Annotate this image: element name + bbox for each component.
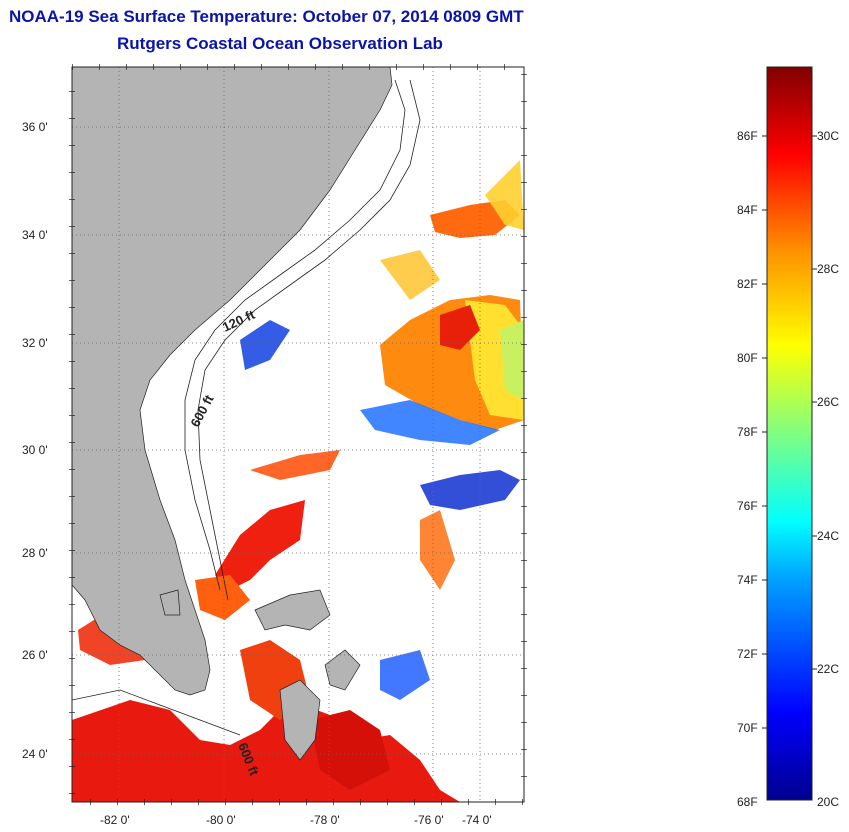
colorbar-label-f: 86F [737, 129, 758, 143]
colorbar-label-f: 72F [737, 647, 758, 661]
colorbar-label-c: 22C [817, 662, 839, 676]
colorbar-label-c: 26C [817, 395, 839, 409]
lat-label: 28 0' [22, 546, 48, 560]
lat-label: 26 0' [22, 648, 48, 662]
lat-label: 34 0' [22, 228, 48, 242]
map-subtitle: Rutgers Coastal Ocean Observation Lab [117, 34, 443, 53]
colorbar-label-f: 80F [737, 351, 758, 365]
lon-label: -78 0' [310, 813, 340, 827]
lat-label: 36 0' [22, 120, 48, 134]
map-title: NOAA-19 Sea Surface Temperature: October… [9, 7, 524, 26]
sst-data-layer [72, 160, 524, 802]
colorbar-label-f: 82F [737, 277, 758, 291]
lat-label: 24 0' [22, 747, 48, 761]
latitude-labels: 36 0' 34 0' 32 0' 30 0' 28 0' 26 0' 24 0… [22, 120, 48, 761]
lat-label: 30 0' [22, 443, 48, 457]
colorbar-gradient [766, 66, 813, 801]
map-frame [69, 64, 527, 805]
lat-label: 32 0' [22, 336, 48, 350]
colorbar-label-f: 70F [737, 721, 758, 735]
colorbar-label-c: 28C [817, 262, 839, 276]
lon-label: -80 0' [206, 813, 236, 827]
land-layer [72, 67, 393, 761]
colorbar-label-f: 76F [737, 499, 758, 513]
colorbar-label-f: 84F [737, 203, 758, 217]
graticule [72, 67, 524, 802]
colorbar-label-f: 74F [737, 573, 758, 587]
longitude-labels: -82 0' -80 0' -78 0' -76 0' -74 0' [100, 813, 492, 827]
colorbar-label-c: 24C [817, 529, 839, 543]
colorbar-label-c: 30C [817, 129, 839, 143]
colorbar-label-c: 20C [817, 795, 839, 809]
lon-label: -76 0' [414, 813, 444, 827]
lon-label: -82 0' [100, 813, 130, 827]
colorbar: 86F 84F 82F 80F 78F 76F 74F 72F 70F 68F … [737, 66, 839, 809]
colorbar-label-f: 68F [737, 795, 758, 809]
colorbar-label-f: 78F [737, 425, 758, 439]
bathymetry-contours [72, 79, 421, 736]
lon-label: -74 0' [462, 813, 492, 827]
map-plot-area: 120 ft 600 ft 600 ft [72, 67, 524, 802]
